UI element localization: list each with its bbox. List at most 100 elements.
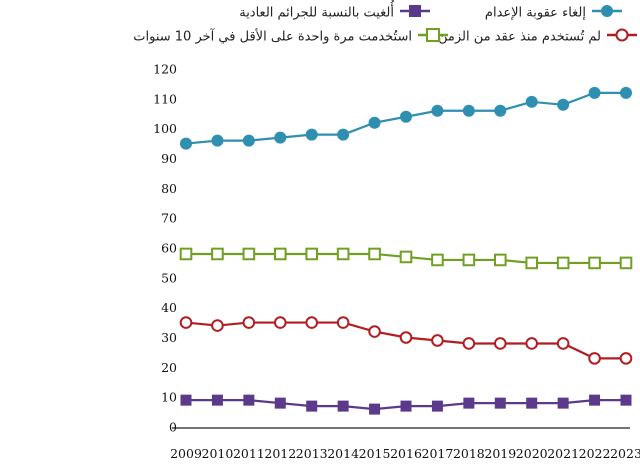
y-tick-label: 100	[153, 121, 177, 136]
data-point-2	[179, 316, 193, 329]
data-point-2	[619, 352, 633, 365]
data-point-2	[493, 337, 507, 350]
legend-item-used-recently: استُخدمت مرة واحدة على الأقل في آخر 10 س…	[133, 28, 448, 46]
data-point-1	[494, 397, 506, 409]
data-point-0	[620, 86, 632, 99]
x-tick-label: 2021	[547, 446, 579, 461]
data-point-1	[400, 400, 412, 412]
x-tick-label: 2014	[327, 446, 359, 461]
data-point-2	[431, 334, 444, 347]
legend-swatch-abolished-all	[592, 4, 622, 22]
data-point-2	[525, 337, 539, 350]
data-point-0	[305, 128, 318, 141]
data-point-1	[306, 400, 318, 412]
x-tick-label: 2023	[610, 446, 640, 461]
data-point-1	[211, 394, 223, 406]
legend-item-ordinary-crimes: أُلغيت بالنسبة للجرائم العادية	[239, 4, 430, 22]
data-point-3	[211, 247, 224, 261]
data-point-3	[493, 253, 507, 267]
data-point-0	[337, 128, 350, 141]
y-tick-label: 90	[161, 151, 177, 166]
y-tick-label: 120	[153, 62, 177, 77]
y-tick-label: 40	[161, 300, 177, 315]
y-tick-label: 30	[161, 330, 177, 345]
data-point-3	[431, 253, 444, 267]
data-point-1	[463, 397, 475, 409]
data-point-3	[368, 247, 381, 261]
data-point-3	[305, 247, 319, 261]
y-tick-label: 110	[153, 91, 177, 106]
y-tick-label: 60	[161, 241, 177, 256]
y-tick-label: 0	[169, 420, 177, 435]
data-point-3	[399, 250, 413, 264]
data-point-3	[179, 247, 193, 261]
data-point-0	[462, 104, 475, 117]
data-point-3	[273, 247, 287, 261]
data-point-3	[619, 256, 633, 270]
legend-swatch-not-used-decade	[607, 28, 637, 46]
legend-label-not-used-decade: لم تُستخدم منذ عقد من الزمن	[437, 29, 601, 45]
data-point-2	[399, 331, 413, 344]
y-tick-label: 20	[161, 360, 177, 375]
data-point-2	[588, 352, 601, 365]
data-point-0	[588, 86, 601, 99]
x-tick-label: 2011	[233, 446, 265, 461]
data-point-3	[242, 247, 256, 261]
data-point-2	[336, 316, 350, 329]
y-tick-label: 50	[161, 270, 177, 285]
data-point-3	[336, 247, 350, 261]
data-point-0	[494, 104, 507, 117]
data-point-1	[180, 394, 192, 406]
data-point-2	[305, 316, 319, 329]
x-tick-label: 2022	[579, 446, 611, 461]
data-point-1	[369, 403, 381, 415]
x-tick-label: 2012	[264, 446, 296, 461]
data-point-0	[180, 137, 192, 150]
legend-label-used-recently: استُخدمت مرة واحدة على الأقل في آخر 10 س…	[133, 29, 412, 45]
data-point-3	[556, 256, 570, 270]
data-point-1	[243, 394, 255, 406]
y-tick-label: 70	[161, 211, 177, 226]
data-point-2	[462, 337, 476, 350]
data-point-2	[556, 337, 570, 350]
data-point-0	[368, 116, 381, 129]
y-tick-label: 80	[161, 181, 177, 196]
data-point-0	[400, 110, 412, 123]
data-point-0	[557, 98, 570, 111]
x-tick-label: 2017	[422, 446, 454, 461]
x-tick-label: 2009	[170, 446, 202, 461]
data-point-0	[525, 95, 538, 108]
data-point-0	[211, 134, 224, 147]
data-point-0	[274, 131, 287, 144]
legend-item-not-used-decade: لم تُستخدم منذ عقد من الزمن	[438, 28, 637, 46]
data-point-0	[242, 134, 255, 147]
legend-label-ordinary-crimes: أُلغيت بالنسبة للجرائم العادية	[239, 5, 394, 21]
x-tick-label: 2019	[484, 446, 516, 461]
legend-label-abolished-all: إلغاء عقوبة الإعدام	[484, 5, 586, 21]
data-point-2	[242, 316, 256, 329]
legend-swatch-used-recently	[418, 28, 448, 46]
data-point-2	[368, 325, 381, 338]
y-tick-label: 10	[161, 390, 177, 405]
data-point-1	[589, 394, 601, 406]
x-tick-label: 2013	[296, 446, 328, 461]
data-point-1	[557, 397, 569, 409]
legend-item-abolished-all: إلغاء عقوبة الإعدام	[485, 4, 622, 22]
x-tick-label: 2010	[202, 446, 234, 461]
data-point-3	[588, 256, 601, 270]
data-point-3	[462, 253, 476, 267]
data-point-1	[337, 400, 349, 412]
x-tick-label: 2016	[390, 446, 422, 461]
data-point-2	[273, 316, 287, 329]
x-tick-label: 2020	[516, 446, 548, 461]
data-point-1	[526, 397, 538, 409]
data-point-1	[431, 400, 443, 412]
x-tick-label: 2018	[453, 446, 485, 461]
data-point-1	[274, 397, 286, 409]
x-tick-label: 2015	[359, 446, 391, 461]
data-point-0	[431, 104, 444, 117]
data-point-3	[525, 256, 539, 270]
data-point-2	[211, 319, 224, 332]
